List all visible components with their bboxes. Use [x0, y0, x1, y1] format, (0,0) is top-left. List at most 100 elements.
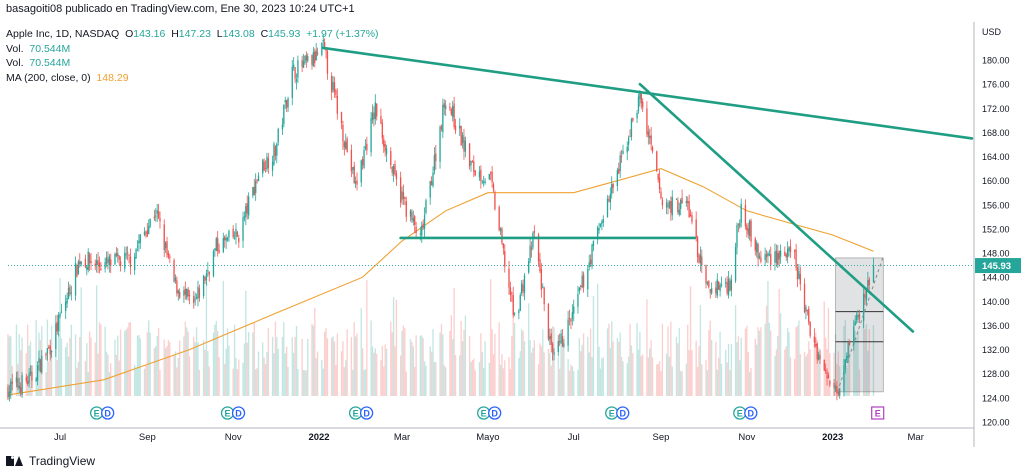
volume-bar-49	[104, 326, 106, 396]
candle-296	[589, 254, 592, 267]
volume-legend-row[interactable]: Vol. 70.544M	[6, 42, 379, 57]
candle-15	[36, 361, 39, 386]
candle-271	[540, 263, 543, 298]
candle-body-368	[730, 279, 733, 291]
volume-bar-147	[295, 325, 298, 396]
candle-body-423	[839, 388, 841, 396]
event-earnings-3[interactable]: E	[477, 406, 491, 420]
volume-bar-127	[256, 368, 258, 396]
event-earnings-1[interactable]: E	[220, 406, 235, 420]
candle-body-102	[207, 270, 209, 272]
candle-314	[626, 141, 628, 161]
candle-166	[333, 76, 336, 98]
event-marker-2-1[interactable]	[359, 406, 374, 420]
candle-181	[363, 146, 365, 169]
candle-body-353	[701, 256, 703, 266]
candle-body-197	[394, 163, 396, 175]
candle-359	[715, 281, 717, 298]
change-value: +1.97 (+1.37%)	[306, 28, 379, 40]
candle-body-239	[478, 171, 481, 178]
event-dividend-1[interactable]: D	[231, 406, 246, 420]
event-upcoming-earnings-6[interactable]: E	[871, 406, 885, 420]
candle-332	[660, 187, 662, 200]
candle-body-92	[187, 288, 189, 297]
candle-84	[173, 258, 175, 283]
volume-bar-167	[335, 364, 337, 396]
event-dividend-5[interactable]: D	[744, 406, 758, 420]
volume-bar-402	[798, 320, 800, 396]
candle-body-134	[271, 161, 274, 171]
candle-body-82	[167, 253, 170, 258]
candle-76	[156, 203, 158, 222]
candle-283	[563, 339, 565, 349]
candle-body-237	[473, 161, 475, 172]
event-earnings-4[interactable]: E	[605, 406, 619, 420]
candle-body-121	[245, 206, 247, 217]
event-dividend-3[interactable]: D	[488, 406, 502, 420]
candle-398	[789, 239, 792, 258]
volume-bar-315	[627, 356, 630, 396]
candle-body-149	[301, 60, 303, 67]
volume-bar-153	[307, 338, 309, 396]
candle-281	[560, 329, 562, 345]
volume-bar-217	[433, 361, 436, 396]
candle-body-397	[788, 247, 790, 251]
candle-437	[867, 271, 869, 291]
volume-bar-206	[412, 346, 414, 396]
volume-bar-398	[789, 357, 792, 396]
candle-322	[640, 92, 642, 110]
volume-bar-221	[442, 334, 444, 396]
candle-body-349	[695, 219, 697, 238]
volume-bar-97	[197, 342, 199, 396]
volume-bar-314	[626, 363, 628, 396]
candle-body-258	[513, 313, 516, 315]
event-marker-4-1[interactable]	[616, 406, 630, 420]
candle-343	[681, 189, 683, 204]
volume-bar-28	[60, 338, 63, 396]
candle-body-2	[10, 381, 12, 394]
candle-276	[550, 328, 552, 353]
event-dividend-2[interactable]: D	[359, 406, 374, 420]
volume-bar-216	[432, 329, 434, 396]
candle-body-387	[768, 253, 771, 256]
candle-242	[483, 175, 485, 187]
candle-body-81	[166, 241, 168, 255]
candle-130	[263, 158, 265, 172]
event-dividend-0[interactable]: D	[101, 406, 115, 420]
trendline-0[interactable]	[321, 46, 974, 140]
event-earnings-5[interactable]: E	[733, 406, 747, 420]
event-dividend-4[interactable]: D	[616, 406, 630, 420]
candle-395	[785, 252, 787, 261]
volume-bar-337	[670, 321, 672, 396]
volume-bar-85	[174, 351, 177, 396]
price-tick-15: 120.00	[982, 418, 1010, 428]
volume-bar-210	[421, 335, 423, 396]
candle-body-159	[321, 43, 323, 55]
candle-body-411	[816, 343, 818, 360]
candle-body-93	[188, 295, 191, 297]
event-marker-0-1[interactable]	[101, 406, 115, 420]
ohlc-legend-row[interactable]: Apple Inc, 1D, NASDAQ O143.16 H147.23 L1…	[6, 27, 379, 42]
candle-78	[159, 211, 161, 229]
volume-bar-139	[281, 336, 284, 396]
candle-258	[513, 312, 516, 317]
event-marker-5-1[interactable]	[744, 406, 758, 420]
volume-bar-401	[796, 325, 799, 396]
candle-body-61	[126, 252, 129, 254]
volume-bar-295	[588, 352, 590, 396]
event-earnings-0[interactable]: E	[90, 406, 104, 420]
event-marker-3-1[interactable]	[488, 406, 502, 420]
last-price-tag[interactable]	[975, 258, 1021, 274]
candle-body-334	[665, 202, 668, 208]
volume-bar-341	[678, 327, 680, 396]
event-earnings-2[interactable]: E	[348, 406, 363, 420]
volume-legend-row-2[interactable]: Vol. 70.544M	[6, 56, 379, 71]
candle-324	[646, 101, 648, 138]
trendline-1[interactable]	[638, 82, 915, 333]
event-marker-6-0[interactable]	[871, 406, 885, 420]
projection-path	[839, 255, 884, 386]
event-marker-1-1[interactable]	[231, 406, 246, 420]
publisher-caption: basagoiti08 publicado en TradingView.com…	[6, 3, 355, 15]
ma-legend-row[interactable]: MA (200, close, 0) 148.29	[6, 71, 379, 86]
